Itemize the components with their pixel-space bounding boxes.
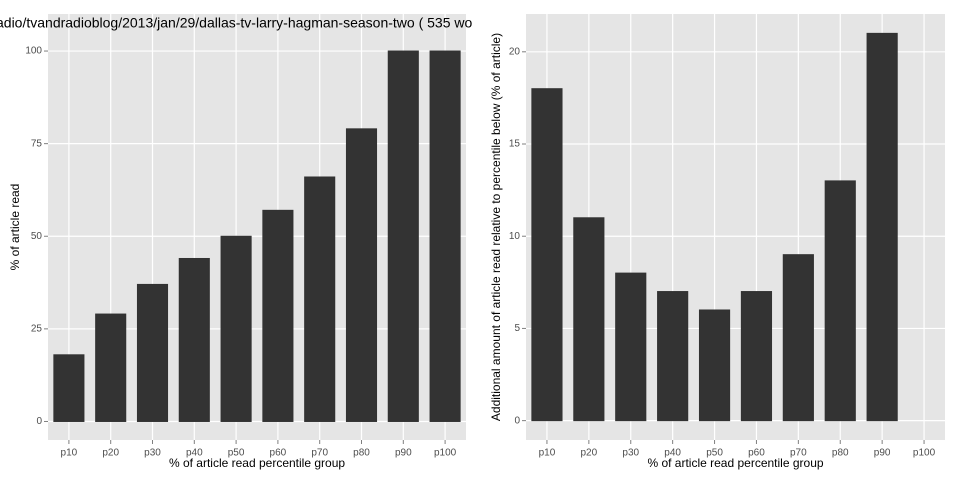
- bar: [866, 32, 898, 422]
- x-axis-label: % of article read percentile group: [169, 456, 345, 470]
- bar: [573, 217, 605, 422]
- x-tick-label: p30: [622, 448, 639, 459]
- x-tick-label: p70: [790, 448, 807, 459]
- y-tick-label: 20: [509, 46, 521, 57]
- y-tick-label: 25: [31, 324, 43, 335]
- bar: [345, 128, 378, 422]
- bar: [657, 291, 689, 422]
- x-tick-label: p30: [144, 448, 161, 459]
- x-tick-label: p80: [832, 448, 849, 459]
- x-tick-label: p90: [874, 448, 891, 459]
- bar: [531, 88, 563, 422]
- bar: [178, 257, 210, 422]
- x-tick-label: p50: [228, 448, 245, 459]
- x-tick-label: p70: [311, 448, 328, 459]
- bar: [95, 313, 127, 422]
- x-tick-label: p10: [61, 448, 78, 459]
- x-tick-label: p60: [270, 448, 287, 459]
- bar: [824, 180, 856, 422]
- x-tick-label: p60: [748, 448, 765, 459]
- x-tick-label: p80: [353, 448, 370, 459]
- bar: [429, 50, 461, 422]
- bar: [387, 50, 419, 422]
- y-tick-label: 100: [25, 46, 42, 57]
- chart-panel: 0 5 10 15 20 p10 p20 p30 p40 p50 p60 p70 p80 p90 p100%…: [489, 14, 945, 470]
- x-tick-label: p90: [395, 448, 412, 459]
- x-tick-label: p40: [664, 448, 681, 459]
- x-tick-label: p100: [913, 448, 936, 459]
- x-tick-label: p10: [539, 448, 556, 459]
- x-tick-label: p20: [102, 448, 119, 459]
- bar: [782, 254, 814, 422]
- x-tick-label: p50: [706, 448, 723, 459]
- bar: [262, 209, 294, 422]
- chart-panel: 0 25 50 75 100 p10 p20 p30 p40 p50 p60 p70 p80 p90 p10…: [0, 14, 472, 470]
- y-tick-label: 0: [514, 415, 520, 426]
- chart-title: adio/tvandradioblog/2013/jan/29/dallas-t…: [0, 15, 472, 31]
- x-tick-label: p40: [186, 448, 203, 459]
- bar: [53, 354, 85, 422]
- bar: [615, 272, 647, 422]
- x-axis-label: % of article read percentile group: [647, 456, 823, 470]
- x-tick-label: p20: [581, 448, 598, 459]
- y-axis-label: Additional amount of article read relati…: [489, 33, 503, 421]
- y-tick-label: 0: [36, 416, 42, 427]
- y-axis-label: % of article read: [8, 184, 22, 271]
- y-tick-label: 50: [31, 231, 43, 242]
- x-tick-label: p100: [434, 448, 457, 459]
- bar: [740, 291, 773, 422]
- y-tick-label: 15: [509, 139, 521, 150]
- y-tick-label: 5: [514, 323, 520, 334]
- bar: [304, 176, 336, 422]
- bar: [698, 309, 731, 422]
- y-tick-label: 10: [509, 231, 521, 242]
- bar: [220, 235, 252, 422]
- y-tick-label: 75: [31, 138, 43, 149]
- bar: [136, 283, 169, 422]
